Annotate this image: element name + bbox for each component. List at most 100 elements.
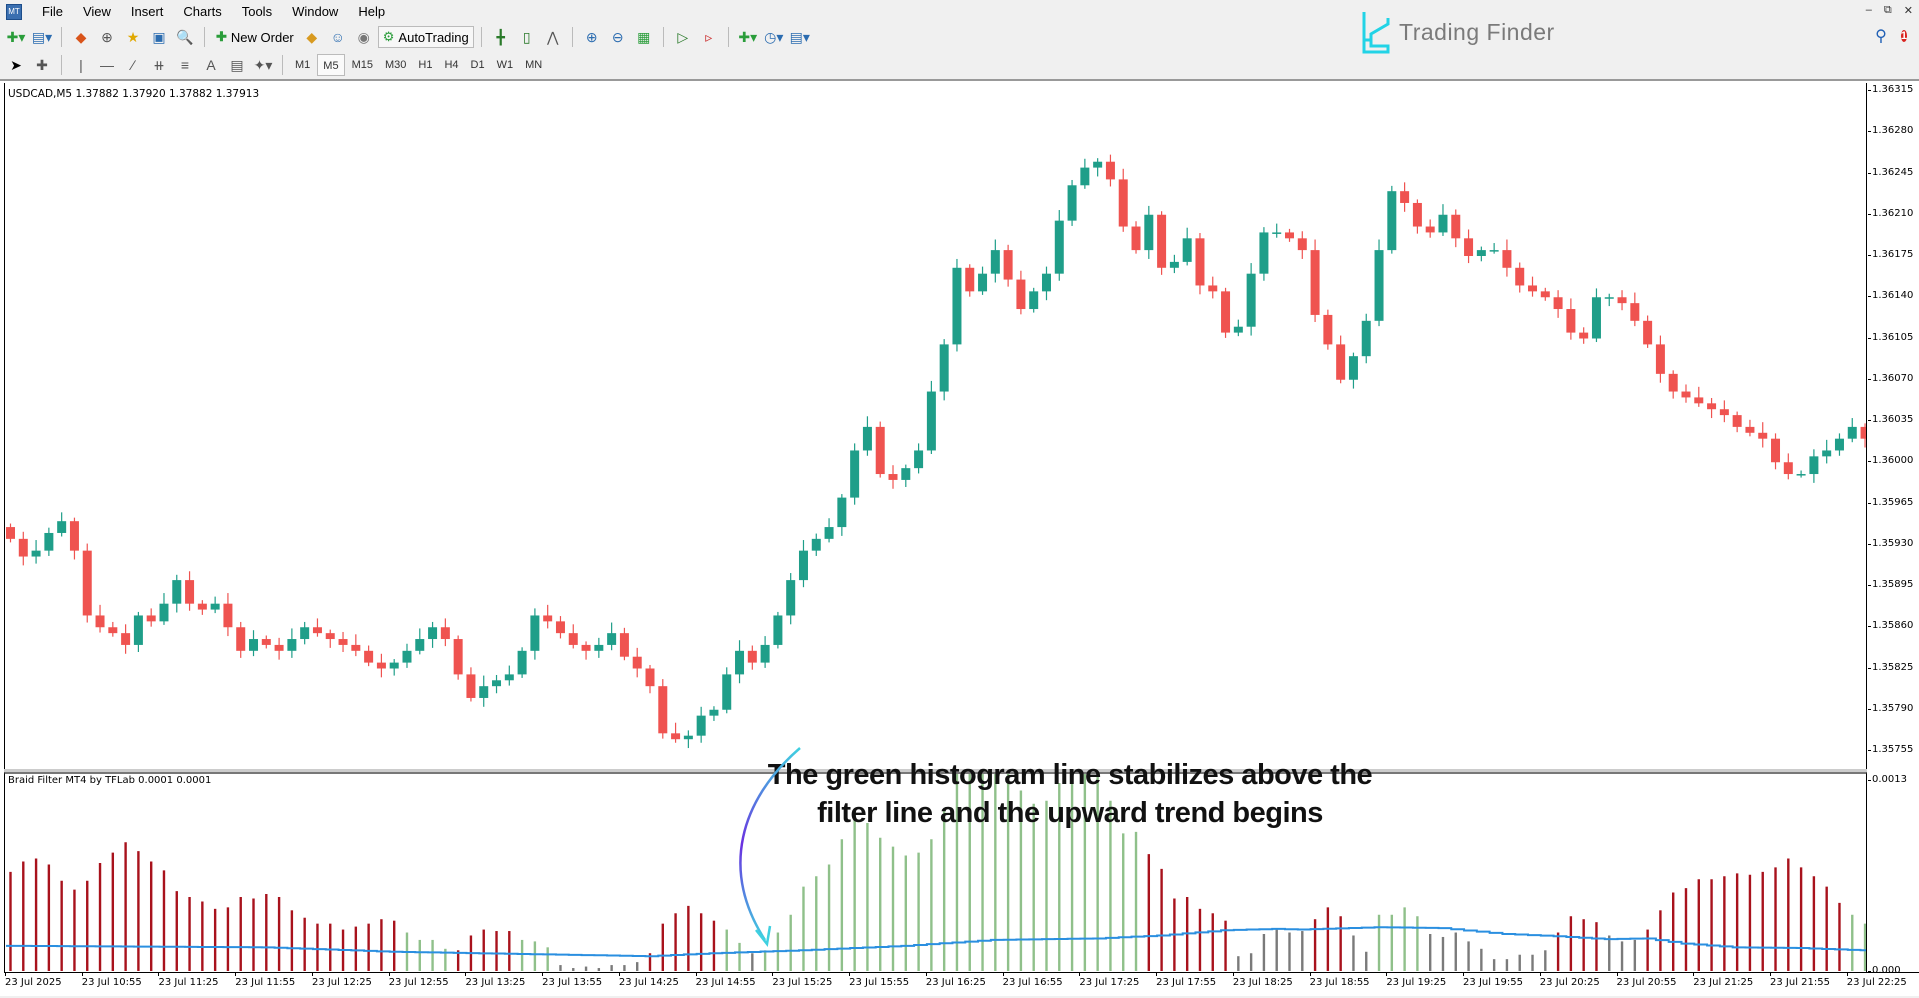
periods-icon[interactable]: ◷▾ [764, 28, 784, 45]
timeframe-h1[interactable]: H1 [418, 59, 433, 71]
data-window-icon[interactable]: ⊕ [101, 28, 113, 45]
candle-body [18, 538, 28, 557]
candle-body [1233, 326, 1243, 333]
market-watch-icon[interactable]: ◆ [75, 28, 87, 45]
candle-body [185, 580, 195, 604]
annotation-text: The green histogram line stabilizes abov… [720, 756, 1420, 832]
candle-body [1694, 397, 1704, 404]
menu-file[interactable]: File [42, 4, 63, 19]
candle-body [108, 627, 118, 634]
vertical-line-icon[interactable]: | [79, 57, 83, 73]
text-icon[interactable]: A [206, 57, 216, 73]
timeframe-mn[interactable]: MN [525, 59, 543, 71]
candle-body [1323, 314, 1333, 345]
timeframe-m1[interactable]: M1 [295, 59, 311, 71]
timeframe-m5[interactable]: M5 [317, 54, 345, 76]
fibonacci-icon[interactable]: ≡ [180, 57, 190, 73]
minimize-icon[interactable]: – [1865, 4, 1872, 16]
candle-body [428, 627, 438, 640]
indicator-title: Braid Filter MT4 by TFLab 0.0001 0.0001 [8, 775, 212, 786]
zoom-in-icon[interactable]: ⊕ [585, 28, 598, 45]
menu-tools[interactable]: Tools [241, 4, 273, 19]
candle-body [709, 709, 719, 716]
menu-charts[interactable]: Charts [183, 4, 222, 19]
timeframe-w1[interactable]: W1 [496, 59, 514, 71]
notifications-button[interactable]: 1 [1900, 27, 1907, 45]
trendline-icon[interactable]: ∕ [131, 57, 135, 73]
price-axis[interactable]: 1.36315 1.36280 1.36245 1.36210 1.36175 1.361… [1867, 81, 1919, 998]
crosshair-icon[interactable]: ✚ [36, 56, 48, 73]
candle-body [287, 639, 297, 651]
price-label: 1.35790 [1867, 702, 1914, 714]
candle-body [1016, 279, 1026, 310]
menu-help[interactable]: Help [358, 4, 386, 19]
timeframe-m30[interactable]: M30 [384, 59, 407, 71]
horizontal-line-icon[interactable]: — [100, 57, 114, 73]
menu-window[interactable]: Window [292, 4, 339, 19]
chart-shift-icon[interactable]: ▷ [677, 28, 689, 45]
candle-body [1221, 291, 1231, 333]
price-label: 1.36035 [1867, 414, 1914, 425]
arrows-icon[interactable]: ✦▾ [253, 56, 273, 73]
new-order-button[interactable]: ✚ New Order [212, 26, 298, 48]
time-label: 23 Jul 20:55 [1616, 972, 1677, 988]
autoscroll-icon[interactable]: ▹ [705, 28, 713, 45]
drawing-toolbar: ➤ ✚ | — ∕ ⧺ ≡ A ▤ ✦▾ M1 M5 M15 M30 H1 H4… [4, 53, 547, 77]
tile-windows-icon[interactable]: ▦ [637, 28, 651, 45]
time-label: 23 Jul 15:25 [772, 972, 833, 988]
time-label: 23 Jul 17:55 [1156, 972, 1217, 988]
candle-body [875, 426, 885, 475]
candle-body [978, 273, 988, 292]
candle-body [658, 686, 668, 734]
restore-icon[interactable]: ⧉ [1883, 4, 1892, 16]
equidistant-channel-icon[interactable]: ⧺ [153, 56, 165, 73]
candle-body [236, 627, 246, 651]
time-label: 23 Jul 18:55 [1309, 972, 1370, 988]
cursor-icon[interactable]: ➤ [10, 56, 22, 73]
candle-body [1758, 432, 1768, 439]
signals-icon[interactable]: ☺ [330, 29, 345, 45]
candle-body [543, 615, 553, 622]
candle-body [926, 391, 936, 451]
bar-chart-icon[interactable]: ╋ [496, 28, 505, 45]
candle-body [1144, 214, 1154, 251]
new-chart-icon[interactable]: ✚▾ [6, 28, 26, 45]
candle-body [44, 532, 54, 551]
app-icon: MT [6, 3, 22, 20]
timeframe-d1[interactable]: D1 [470, 59, 485, 71]
menu-bar: MT File View Insert Charts Tools Window … [0, 0, 1919, 23]
indicators-icon[interactable]: ✚▾ [738, 28, 758, 45]
time-axis[interactable]: 23 Jul 2025 23 Jul 10:55 23 Jul 11:25 23 Ju… [4, 972, 1919, 998]
timeframe-h4[interactable]: H4 [444, 59, 459, 71]
menu-insert[interactable]: Insert [130, 4, 164, 19]
price-chart[interactable] [4, 83, 1867, 769]
subwindow-splitter[interactable] [4, 769, 1867, 772]
autotrading-button[interactable]: ⚙ AutoTrading [377, 26, 474, 48]
candle-body [351, 644, 361, 651]
close-icon[interactable]: ✕ [1903, 5, 1913, 17]
metaeditor-icon[interactable]: ◆ [306, 28, 318, 45]
menu-view[interactable]: View [82, 4, 111, 19]
candle-body [722, 674, 732, 710]
search-icon[interactable]: ⚲ [1875, 28, 1887, 45]
market-icon[interactable]: ◉ [357, 28, 370, 45]
time-label: 23 Jul 2025 [5, 972, 62, 988]
zoom-out-icon[interactable]: ⊖ [611, 28, 624, 45]
candlestick-icon[interactable]: ▯ [522, 28, 531, 45]
terminal-icon[interactable]: ▣ [152, 28, 166, 45]
candle-body [671, 733, 681, 740]
strategy-tester-icon[interactable]: 🔍 [176, 28, 194, 45]
navigator-icon[interactable]: ★ [126, 28, 140, 45]
text-label-icon[interactable]: ▤ [230, 56, 244, 73]
candle-body [466, 674, 476, 698]
profiles-icon[interactable]: ▤▾ [31, 28, 53, 45]
price-label: 1.35965 [1867, 496, 1914, 508]
indicator-subwindow[interactable] [4, 772, 1867, 972]
templates-icon[interactable]: ▤▾ [789, 28, 810, 45]
time-label: 23 Jul 19:55 [1463, 972, 1524, 988]
candle-body [1297, 238, 1307, 251]
price-label: 1.36000 [1867, 455, 1914, 467]
candle-body [1732, 415, 1742, 427]
line-chart-icon[interactable]: ⋀ [547, 28, 559, 45]
timeframe-m15[interactable]: M15 [351, 59, 373, 71]
